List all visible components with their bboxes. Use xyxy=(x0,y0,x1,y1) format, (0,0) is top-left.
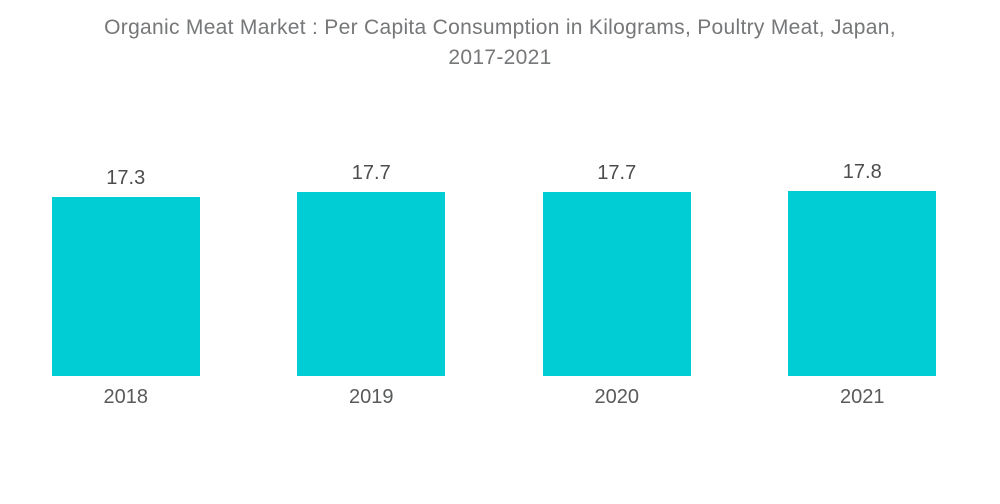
chart-plot-area: 17.8 xyxy=(740,0,986,376)
bar-value-label: 17.7 xyxy=(351,162,391,185)
bar xyxy=(542,192,691,376)
x-axis-label: 2018 xyxy=(103,386,149,408)
chart-title-line-1: Organic Meat Market : Per Capita Consump… xyxy=(104,16,896,39)
chart-title-line-2: 2017-2021 xyxy=(448,46,552,69)
chart-column: 17.7 2020 xyxy=(494,0,740,408)
bar xyxy=(788,191,937,376)
bar-value-label: 17.3 xyxy=(106,166,146,189)
chart-plot-area: 17.7 xyxy=(494,0,740,376)
chart-title: Organic Meat Market : Per Capita Consump… xyxy=(0,13,1000,73)
chart-column: 17.7 2019 xyxy=(249,0,495,408)
bar xyxy=(297,192,446,376)
chart-plot-area: 17.3 xyxy=(3,0,249,376)
bar-value-label: 17.7 xyxy=(597,162,637,185)
bar-chart: 17.3 2018 17.7 2019 17.7 2020 17.8 2021 xyxy=(3,0,985,408)
bar xyxy=(51,196,200,376)
chart-column: 17.3 2018 xyxy=(3,0,249,408)
bar-value-label: 17.8 xyxy=(842,161,882,184)
chart-column: 17.8 2021 xyxy=(740,0,986,408)
x-axis-label: 2020 xyxy=(594,386,640,408)
chart-plot-area: 17.7 xyxy=(249,0,495,376)
x-axis-label: 2021 xyxy=(840,386,885,408)
x-axis-label: 2019 xyxy=(349,386,394,408)
